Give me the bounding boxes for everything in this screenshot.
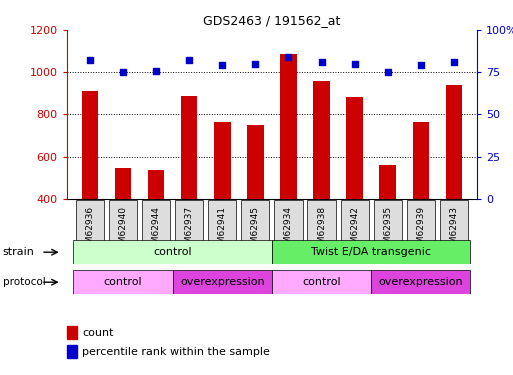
Bar: [247, 124, 264, 199]
FancyBboxPatch shape: [73, 270, 172, 294]
Text: percentile rank within the sample: percentile rank within the sample: [82, 347, 270, 357]
Point: [119, 69, 127, 75]
Bar: [446, 85, 462, 199]
FancyBboxPatch shape: [272, 240, 470, 264]
Text: GSM62936: GSM62936: [85, 206, 94, 255]
FancyBboxPatch shape: [373, 200, 402, 261]
FancyBboxPatch shape: [241, 200, 269, 261]
FancyBboxPatch shape: [142, 200, 170, 261]
FancyBboxPatch shape: [272, 270, 371, 294]
Bar: [412, 122, 429, 199]
FancyBboxPatch shape: [440, 200, 468, 261]
FancyBboxPatch shape: [175, 200, 203, 261]
FancyBboxPatch shape: [109, 200, 137, 261]
Point: [450, 59, 458, 65]
Text: GSM62942: GSM62942: [350, 206, 359, 255]
Bar: [214, 122, 230, 199]
Bar: [67, 345, 77, 358]
Bar: [67, 326, 77, 339]
Bar: [82, 91, 98, 199]
Text: overexpression: overexpression: [180, 277, 265, 287]
Bar: [280, 54, 297, 199]
FancyBboxPatch shape: [73, 240, 272, 264]
FancyBboxPatch shape: [208, 200, 236, 261]
Point: [350, 61, 359, 67]
Text: GSM62939: GSM62939: [417, 206, 425, 255]
Bar: [181, 96, 198, 199]
Point: [218, 62, 226, 68]
Point: [251, 61, 260, 67]
Bar: [148, 170, 164, 199]
Text: GSM62935: GSM62935: [383, 206, 392, 255]
Text: protocol: protocol: [3, 277, 45, 287]
Point: [417, 62, 425, 68]
Text: GSM62934: GSM62934: [284, 206, 293, 255]
FancyBboxPatch shape: [172, 270, 272, 294]
FancyBboxPatch shape: [371, 270, 470, 294]
Text: GSM62938: GSM62938: [317, 206, 326, 255]
FancyBboxPatch shape: [307, 200, 336, 261]
Point: [284, 54, 292, 60]
Bar: [380, 165, 396, 199]
Text: GSM62940: GSM62940: [119, 206, 127, 255]
Bar: [313, 81, 330, 199]
Text: GSM62943: GSM62943: [449, 206, 459, 255]
Text: count: count: [82, 328, 113, 338]
Text: Twist E/DA transgenic: Twist E/DA transgenic: [311, 247, 431, 257]
Text: GSM62937: GSM62937: [185, 206, 193, 255]
Text: GSM62945: GSM62945: [251, 206, 260, 255]
FancyBboxPatch shape: [274, 200, 303, 261]
Text: control: control: [104, 277, 142, 287]
Text: GSM62944: GSM62944: [151, 206, 161, 255]
Point: [318, 59, 326, 65]
FancyBboxPatch shape: [407, 200, 435, 261]
Bar: [115, 168, 131, 199]
Text: strain: strain: [3, 247, 34, 257]
FancyBboxPatch shape: [76, 200, 104, 261]
Text: overexpression: overexpression: [379, 277, 463, 287]
Point: [152, 68, 160, 74]
Text: control: control: [302, 277, 341, 287]
Bar: [346, 97, 363, 199]
Point: [384, 69, 392, 75]
Text: control: control: [153, 247, 192, 257]
FancyBboxPatch shape: [341, 200, 369, 261]
Text: GSM62941: GSM62941: [218, 206, 227, 255]
Title: GDS2463 / 191562_at: GDS2463 / 191562_at: [203, 15, 341, 27]
Point: [185, 57, 193, 63]
Point: [86, 57, 94, 63]
